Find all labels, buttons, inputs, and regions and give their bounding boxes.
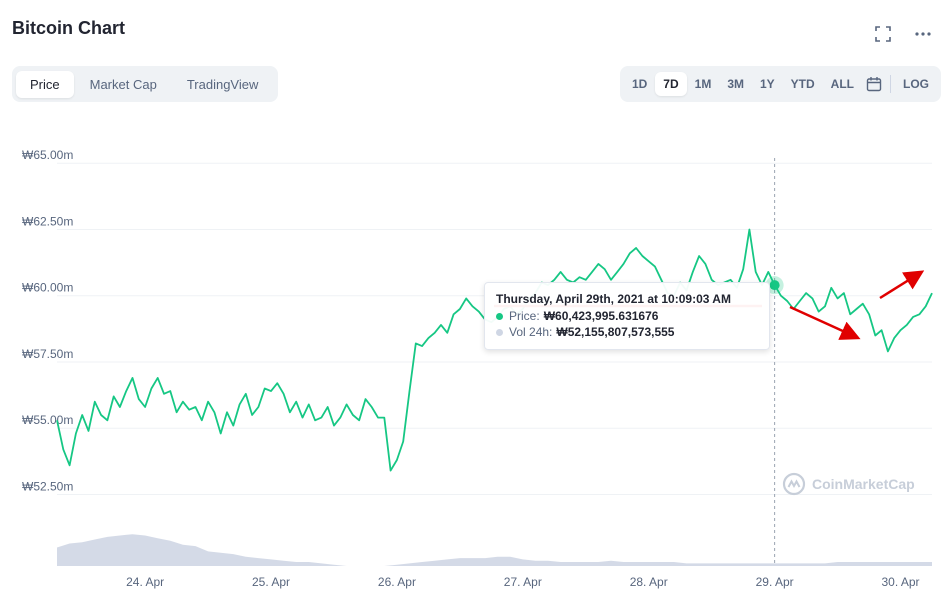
coinmarketcap-watermark: CoinMarketCap [782,472,915,496]
y-tick-label: ₩55.00m [22,413,73,427]
range-divider [890,75,891,93]
x-tick-label: 29. Apr [756,575,794,589]
x-tick-label: 27. Apr [504,575,542,589]
range-1y-button[interactable]: 1Y [759,77,775,91]
volume-legend-dot [496,328,503,336]
y-tick-label: ₩52.50m [22,479,73,493]
chart-type-tabs: Price Market Cap TradingView [12,66,279,102]
coinmarketcap-logo-icon [782,472,806,496]
x-tick-label: 26. Apr [378,575,416,589]
x-tick-label: 30. Apr [882,575,920,589]
page-title: Bitcoin Chart [12,18,126,38]
range-1d-button[interactable]: 1D [631,77,648,91]
y-tick-label: ₩65.00m [22,148,73,162]
tooltip-price-row: Price: ₩60,423,995.631676 [496,309,658,323]
price-legend-dot [496,312,503,320]
tooltip-price-value: ₩60,423,995.631676 [543,309,659,323]
tooltip-volume-value: ₩52,155,807,573,555 [556,325,675,339]
fullscreen-icon[interactable] [873,24,893,44]
top-actions [873,24,933,44]
range-all-button[interactable]: ALL [830,77,854,91]
x-tick-label: 25. Apr [252,575,290,589]
x-tick-label: 28. Apr [630,575,668,589]
tab-price[interactable]: Price [16,70,74,98]
calendar-icon[interactable] [862,72,886,96]
price-line [56,228,933,472]
range-7d-button[interactable]: 7D [655,72,687,96]
tooltip-volume-label: Vol 24h: [509,325,553,339]
annotation-arrow-down [789,305,861,340]
tab-market-cap[interactable]: Market Cap [89,76,157,92]
time-range-selector: 1D 7D 1M 3M 1Y YTD ALL LOG [619,66,941,102]
tooltip-date: Thursday, April 29th, 2021 at 10:09:03 A… [496,292,731,306]
range-3m-button[interactable]: 3M [727,77,744,91]
chart-tooltip: Thursday, April 29th, 2021 at 10:09:03 A… [484,282,770,350]
tooltip-volume-row: Vol 24h: ₩52,155,807,573,555 [496,325,674,339]
annotation-arrow-up [879,270,925,300]
volume-area [57,534,932,566]
hover-point [769,280,780,291]
log-scale-button[interactable]: LOG [903,77,929,91]
y-tick-label: ₩62.50m [22,214,73,228]
watermark-text: CoinMarketCap [812,476,915,492]
y-tick-label: ₩60.00m [22,281,73,295]
x-tick-label: 24. Apr [126,575,164,589]
range-1m-button[interactable]: 1M [694,77,712,91]
tab-tradingview[interactable]: TradingView [186,76,259,92]
y-tick-label: ₩57.50m [22,347,73,361]
tooltip-price-label: Price: [509,309,540,323]
range-ytd-button[interactable]: YTD [790,77,815,91]
more-icon[interactable] [913,24,933,44]
